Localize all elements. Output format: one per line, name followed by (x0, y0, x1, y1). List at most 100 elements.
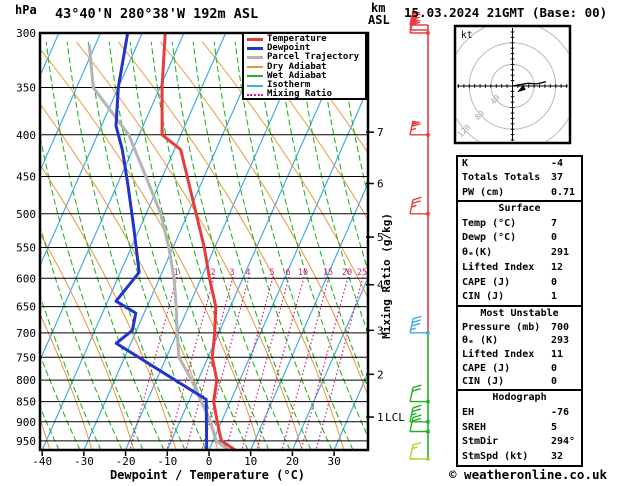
stat-row: θₑ (K) 293 (458, 334, 581, 348)
stat-value: 0 (551, 362, 558, 374)
panel-surface: Surface Temp (°C) 7 Dewp (°C) 0 θₑ(K) 291 Lifte… (456, 200, 583, 307)
stat-label: Lifted Index (462, 349, 535, 361)
lcl-label: LCL (385, 411, 405, 424)
mixing-ratio-value-label: 10 (298, 268, 308, 278)
stat-value: 293 (551, 335, 570, 347)
stat-label: CAPE (J) (462, 362, 511, 374)
temperature-tick-label: -30 (74, 455, 94, 468)
stat-value: 11 (551, 349, 564, 361)
stat-value: 32 (551, 451, 564, 463)
mixing-ratio-value-label: 6 (285, 268, 290, 278)
panel-header: Hodograph (492, 392, 547, 403)
temperature-tick-label: 30 (327, 455, 340, 468)
stat-label: Dewp (°C) (462, 232, 517, 244)
stat-value: 12 (551, 261, 564, 273)
wind-barb (409, 384, 428, 403)
temperature-tick-label: -40 (32, 455, 52, 468)
temperature-axis-title: Dewpoint / Temperature (°C) (109, 468, 306, 482)
legend-label-dry-adiabat: Dry Adiabat (267, 61, 327, 72)
stat-row: CAPE (J) 0 (458, 276, 581, 291)
stat-row: EH -76 (458, 406, 581, 421)
pressure-tick-label: 700 (16, 327, 36, 340)
temperature-tick-label: 0 (206, 455, 213, 468)
wind-barb (409, 196, 428, 215)
panel-indices: K -4 Totals Totals 37 PW (cm) 0.71 (456, 155, 583, 202)
stat-value: 291 (551, 247, 570, 259)
stat-row: Dewp (°C) 0 (458, 231, 581, 246)
wind-barb (409, 441, 428, 460)
stat-value: 700 (551, 321, 570, 333)
temperature-tick-label: -10 (157, 455, 177, 468)
hodo-unit-label: kt (461, 30, 472, 41)
stat-row: K -4 (458, 157, 581, 171)
stat-row: SREH 5 (458, 421, 581, 436)
hodo-trace (512, 81, 547, 87)
wind-barb (409, 120, 428, 136)
stat-label: θₑ(K) (462, 247, 493, 259)
stat-label: CIN (J) (462, 376, 505, 388)
panel-header: Most Unstable (480, 308, 559, 319)
pressure-tick-label: 800 (16, 374, 36, 387)
plot-border (38, 31, 370, 452)
km-axis-unit: km (371, 1, 386, 15)
legend-row-mixing-ratio: Mixing Ratio (247, 90, 365, 99)
stat-value: -76 (551, 406, 570, 418)
stat-row: CIN (J) 0 (458, 375, 581, 389)
pressure-tick-label: 450 (16, 170, 36, 183)
wind-barb (409, 414, 428, 433)
stat-value: -4 (551, 158, 564, 169)
valid-datetime: 15.03.2024 21GMT (Base: 00) (404, 5, 608, 20)
stat-label: EH (462, 406, 475, 418)
km-tick-label: 2 (377, 368, 384, 381)
km-tick-label: 1 (377, 411, 384, 424)
mixing-ratio-axis-title: Mixing Ratio (g/kg) (380, 213, 393, 339)
stat-label: Pressure (mb) (462, 321, 541, 333)
stat-value: 0 (551, 376, 558, 388)
pressure-tick-label: 600 (16, 272, 36, 285)
km-tick-label: 6 (377, 178, 384, 191)
km-tick-label: 5 (377, 231, 384, 244)
mixing-ratio-line-sample (247, 93, 263, 96)
legend-row-parcel: Parcel Trajectory (247, 53, 365, 62)
wind-barb (409, 18, 428, 34)
panel-header: Surface (498, 203, 541, 214)
km-tick-label: 4 (377, 279, 384, 292)
temperature-tick-label: 20 (286, 455, 299, 468)
km-tick-label: 7 (377, 126, 384, 139)
stat-value: 294° (551, 436, 576, 448)
pressure-tick-label: 950 (16, 435, 36, 448)
stat-label: K (462, 158, 469, 169)
dry-adiabat-line-sample (247, 66, 263, 69)
mixing-ratio-value-label: 20 (342, 268, 352, 278)
stat-row: Lifted Index 11 (458, 348, 581, 362)
legend-row-isotherm: Isotherm (247, 81, 365, 90)
storm-motion-arrow (517, 84, 526, 93)
stat-row: θₑ(K) 291 (458, 246, 581, 261)
stat-label: PW (cm) (462, 186, 505, 198)
pressure-tick-label: 850 (16, 396, 36, 409)
stat-row: Temp (°C) 7 (458, 217, 581, 232)
mixing-ratio-value-label: 4 (245, 268, 250, 278)
stat-row: CIN (J) 1 (458, 290, 581, 305)
dewpoint-line-sample (247, 47, 263, 51)
stat-value: 37 (551, 172, 564, 184)
stat-row: Pressure (mb) 700 (458, 321, 581, 335)
legend-row-dewpoint: Dewpoint (247, 44, 365, 53)
mixing-ratio-value-label: 25 (357, 268, 367, 278)
mixing-ratio-value-label: 3 (229, 268, 234, 278)
pressure-tick-label: 650 (16, 301, 36, 314)
wind-barb (409, 404, 428, 423)
stat-label: StmDir (462, 436, 499, 448)
parcel-line-sample (247, 56, 263, 60)
pressure-tick-label: 900 (16, 416, 36, 429)
stat-value: 0 (551, 232, 558, 244)
temperature-line-sample (247, 38, 263, 42)
pressure-tick-label: 350 (16, 82, 36, 95)
plot-background: 1 2 3 4 5 6 10 15 20 25 (40, 33, 368, 450)
legend-label-wet-adiabat: Wet Adiabat (267, 70, 327, 81)
wet-adiabat-line-sample (247, 75, 263, 78)
stat-label: Temp (°C) (462, 217, 517, 229)
copyright-credit: © weatheronline.co.uk (449, 467, 608, 482)
